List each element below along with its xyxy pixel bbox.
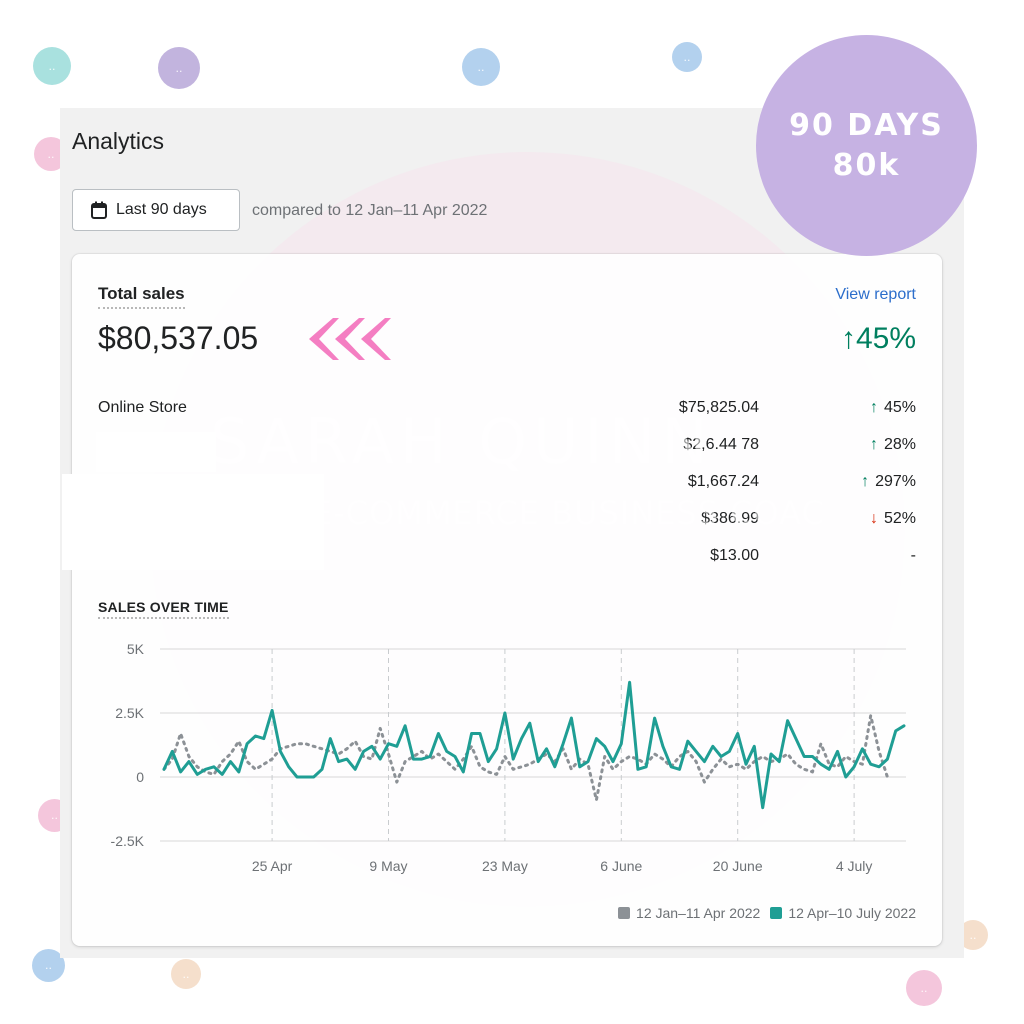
arrow-down-icon: ↓ — [869, 510, 878, 527]
decorative-dot: .. — [906, 970, 942, 1006]
redaction-block — [96, 432, 216, 472]
arrow-up-icon: ↑ — [869, 436, 878, 453]
x-tick-label: 23 May — [482, 858, 528, 874]
chart-legend: 12 Jan–11 Apr 2022 12 Apr–10 July 2022 — [608, 905, 916, 921]
total-sales-change: ↑45% — [840, 322, 916, 355]
triple-chevron-left-icon — [309, 318, 391, 360]
channel-amount: $75,825.04 — [678, 399, 759, 416]
watermark-subtitle: E-COMMERCE BUSINESS COAC — [312, 494, 825, 532]
x-tick-label: 25 Apr — [252, 858, 293, 874]
channel-amount: $1,667.24 — [687, 473, 759, 490]
channel-row: Online Store $75,825.04 ↑ 45% — [72, 393, 942, 423]
decorative-dot: .. — [32, 949, 65, 982]
channel-row: $2,6.44 78 ↑ 28% — [72, 430, 942, 460]
total-sales-label: Total sales — [98, 284, 185, 309]
decorative-dot: .. — [171, 959, 201, 989]
badge-line-2: 80k — [832, 147, 901, 183]
date-range-label: Last 90 days — [116, 201, 207, 218]
legend-item-previous: 12 Jan–11 Apr 2022 — [618, 905, 760, 921]
decorative-dot: .. — [158, 47, 200, 89]
decorative-dot: .. — [462, 48, 500, 86]
channel-row: $386.99 ↓ 52% — [72, 504, 942, 534]
channel-row: $13.00 - — [72, 541, 942, 571]
page-title: Analytics — [72, 128, 165, 154]
x-tick-label: 4 July — [836, 858, 873, 874]
y-tick-label: 0 — [136, 769, 144, 785]
channel-change: ↑ 45% — [869, 399, 916, 416]
channel-change: ↑ 28% — [869, 436, 916, 453]
total-sales-value: $80,537.05 — [98, 320, 259, 356]
decorative-dot: .. — [672, 42, 702, 72]
x-tick-label: 6 June — [600, 858, 642, 874]
redaction-block — [62, 474, 324, 570]
channel-row: $1,667.24 ↑ 297% — [72, 467, 942, 497]
total-sales-card: Total sales View report $80,537.05 ↑45% … — [72, 254, 942, 946]
legend-item-current: 12 Apr–10 July 2022 — [770, 905, 916, 921]
y-tick-label: 2.5K — [115, 705, 144, 721]
badge-line-1: 90 DAYS — [789, 107, 944, 143]
watermark-name: SARAH QUINN — [210, 405, 714, 478]
channel-change: ↓ 52% — [869, 510, 916, 527]
series-line-current — [162, 680, 906, 810]
date-range-button[interactable]: Last 90 days — [72, 189, 240, 231]
calendar-icon — [91, 201, 107, 219]
x-tick-label: 20 June — [713, 858, 763, 874]
arrow-up-icon: ↑ — [840, 322, 856, 355]
channel-amount: $2,6.44 78 — [683, 436, 759, 453]
channel-name: Online Store — [98, 399, 187, 416]
series-line-previous — [162, 714, 889, 802]
channel-amount: $13.00 — [710, 547, 759, 564]
view-report-link[interactable]: View report — [835, 286, 916, 303]
channel-change: ↑ 297% — [861, 473, 916, 490]
channel-change: - — [910, 547, 916, 564]
chart-title: SALES OVER TIME — [98, 599, 229, 619]
x-tick-label: 9 May — [369, 858, 407, 874]
arrow-up-icon: ↑ — [869, 399, 878, 416]
channel-amount: $386.99 — [701, 510, 759, 527]
sales-over-time-chart: 5K 2.5K 0 -2.5K 25 Apr 9 May 23 May 6 June 20 Ju… — [111, 641, 906, 874]
goal-badge: 90 DAYS 80k — [756, 35, 977, 256]
y-tick-label: 5K — [127, 641, 145, 657]
decorative-dot: .. — [33, 47, 71, 85]
y-tick-label: -2.5K — [111, 833, 145, 849]
comparison-text: compared to 12 Jan–11 Apr 2022 — [252, 202, 488, 219]
arrow-up-icon: ↑ — [861, 473, 870, 490]
